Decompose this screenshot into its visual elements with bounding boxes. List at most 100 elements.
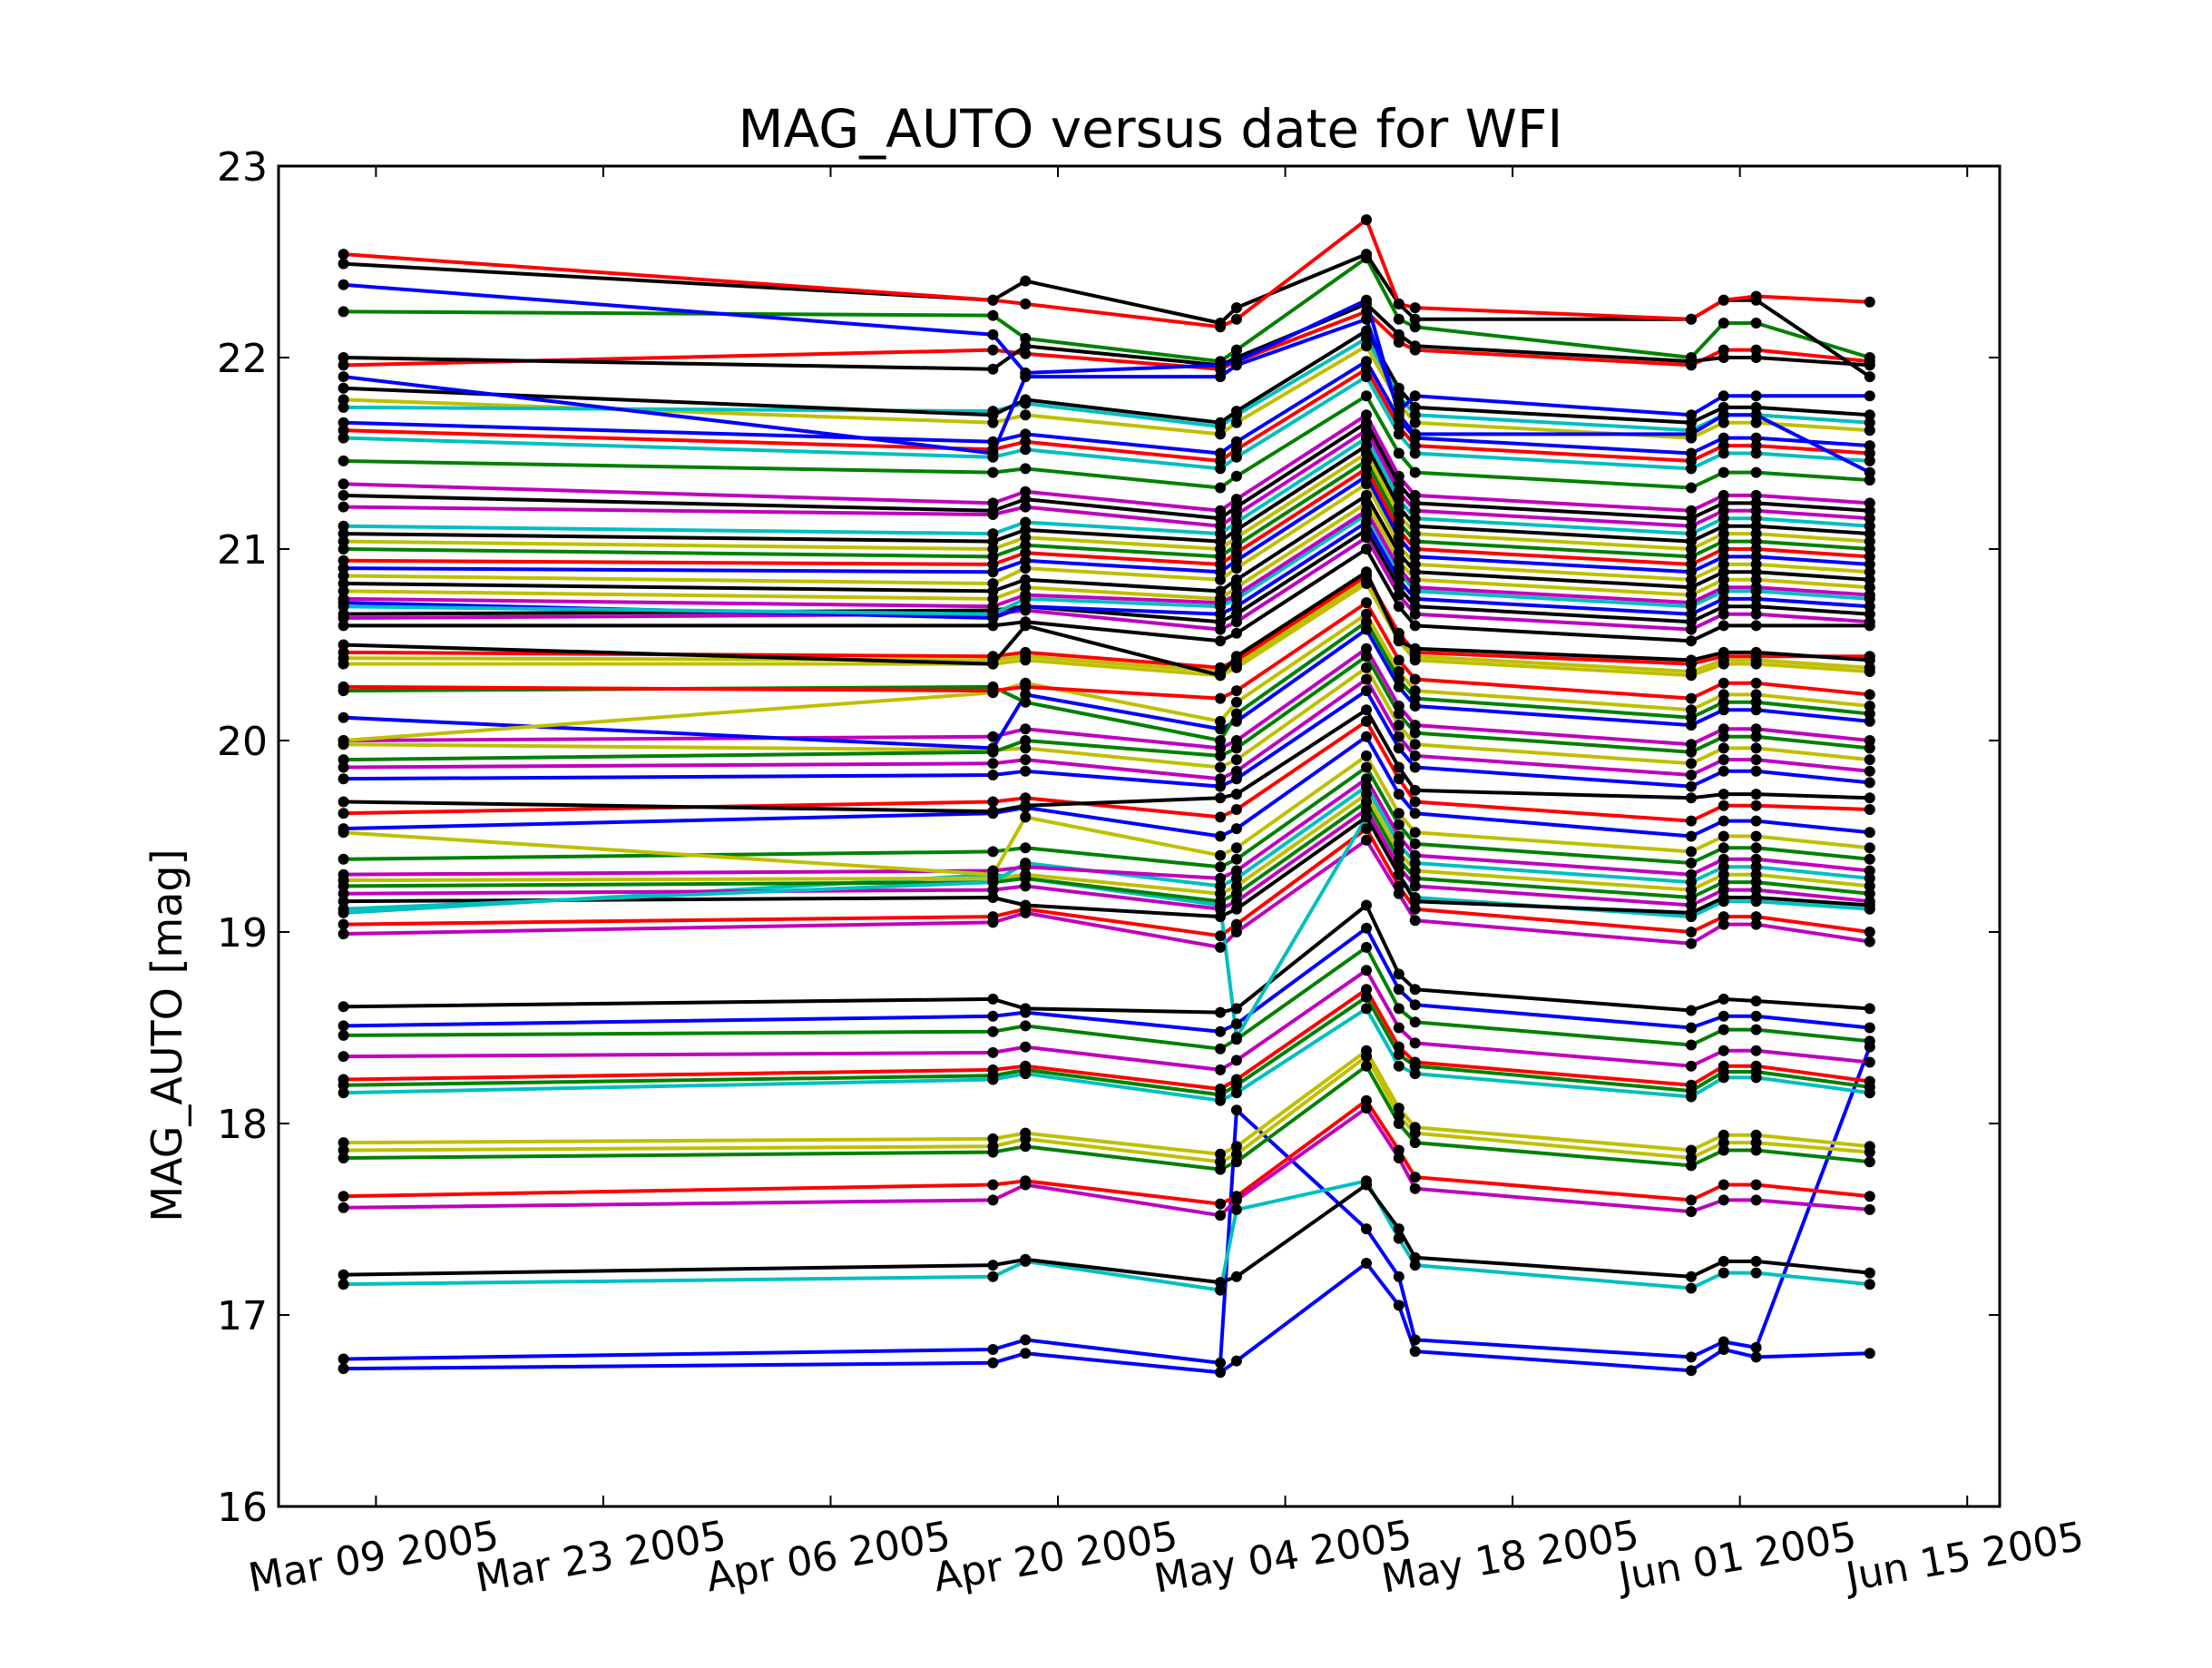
- data-point: [987, 551, 999, 563]
- data-point: [1020, 1127, 1032, 1139]
- data-point: [1750, 1267, 1762, 1279]
- data-point: [1393, 382, 1405, 394]
- data-point: [1750, 800, 1762, 811]
- data-point: [1361, 478, 1372, 490]
- data-point: [338, 681, 349, 692]
- data-point: [1409, 1346, 1421, 1358]
- data-point: [1393, 601, 1405, 613]
- y-tick-label: 23: [217, 144, 268, 191]
- data-point: [1750, 544, 1762, 554]
- data-point: [1393, 470, 1405, 482]
- data-point: [1361, 447, 1372, 459]
- data-point: [987, 731, 999, 742]
- data-point: [1718, 294, 1729, 306]
- data-point: [1230, 685, 1242, 697]
- data-point: [1361, 1045, 1372, 1056]
- data-point: [1718, 551, 1729, 563]
- data-point: [1409, 999, 1421, 1011]
- data-point: [1393, 1003, 1405, 1015]
- data-point: [1230, 823, 1242, 835]
- data-point: [1718, 344, 1729, 356]
- data-point: [1230, 1003, 1242, 1015]
- data-point: [1686, 1271, 1697, 1282]
- data-point: [1020, 444, 1032, 456]
- data-point: [1409, 582, 1421, 594]
- data-point: [1750, 704, 1762, 716]
- data-point: [1020, 800, 1032, 811]
- data-point: [1020, 601, 1032, 613]
- data-point: [1750, 1179, 1762, 1191]
- data-point: [338, 1020, 349, 1032]
- data-point: [1230, 1271, 1242, 1282]
- data-point: [1750, 689, 1762, 701]
- data-point: [1718, 704, 1729, 716]
- data-point: [987, 1260, 999, 1271]
- data-point: [1361, 1179, 1372, 1191]
- data-point: [1718, 352, 1729, 363]
- data-point: [1864, 608, 1875, 620]
- data-point: [1409, 903, 1421, 915]
- data-point: [1409, 1334, 1421, 1346]
- data-point: [338, 761, 349, 773]
- data-point: [1686, 927, 1697, 937]
- data-point: [1864, 708, 1875, 720]
- data-point: [1718, 1045, 1729, 1056]
- data-point: [1750, 754, 1762, 766]
- data-point: [1718, 466, 1729, 478]
- data-point: [338, 1153, 349, 1163]
- data-point: [338, 888, 349, 899]
- data-point: [338, 501, 349, 513]
- data-point: [1718, 1144, 1729, 1156]
- data-point: [1393, 742, 1405, 754]
- data-point: [1686, 520, 1697, 532]
- data-point: [1361, 363, 1372, 375]
- data-point: [338, 425, 349, 437]
- data-point: [1409, 1037, 1421, 1049]
- data-point: [1686, 1365, 1697, 1377]
- data-point: [1686, 907, 1697, 918]
- data-point: [1686, 417, 1697, 428]
- data-point: [1361, 1003, 1372, 1015]
- data-point: [1393, 428, 1405, 440]
- data-point: [1686, 899, 1697, 911]
- data-point: [1215, 1198, 1226, 1210]
- data-point: [1020, 539, 1032, 551]
- data-point: [1215, 1277, 1226, 1289]
- data-point: [1718, 390, 1729, 402]
- data-point: [1393, 868, 1405, 880]
- data-point: [1230, 524, 1242, 535]
- data-point: [338, 371, 349, 383]
- data-point: [1750, 505, 1762, 516]
- data-point: [1718, 1060, 1729, 1072]
- data-point: [1230, 765, 1242, 777]
- data-point: [1686, 1194, 1697, 1206]
- data-point: [1361, 340, 1372, 352]
- x-tick-label: Jun 15 2005: [1840, 1514, 2087, 1602]
- data-point: [338, 823, 349, 835]
- data-point: [1361, 651, 1372, 662]
- data-point: [338, 489, 349, 501]
- data-point: [1750, 318, 1762, 329]
- data-point: [1215, 359, 1226, 371]
- data-point: [1230, 1156, 1242, 1168]
- data-point: [1361, 417, 1372, 428]
- data-point: [1361, 516, 1372, 528]
- data-point: [1750, 528, 1762, 540]
- data-point: [1393, 1223, 1405, 1235]
- data-point: [987, 1357, 999, 1369]
- data-point: [338, 1363, 349, 1375]
- x-tick-label: May 04 2005: [1150, 1512, 1414, 1603]
- data-point: [1020, 554, 1032, 566]
- data-point: [1230, 451, 1242, 463]
- data-point: [987, 884, 999, 896]
- data-point: [1409, 417, 1421, 428]
- data-point: [1686, 815, 1697, 827]
- data-point: [338, 455, 349, 466]
- data-point: [338, 306, 349, 318]
- data-point: [1230, 1141, 1242, 1153]
- data-point: [338, 535, 349, 547]
- data-point: [1215, 930, 1226, 942]
- data-point: [1020, 332, 1032, 344]
- data-point: [1230, 608, 1242, 620]
- data-point: [1864, 865, 1875, 877]
